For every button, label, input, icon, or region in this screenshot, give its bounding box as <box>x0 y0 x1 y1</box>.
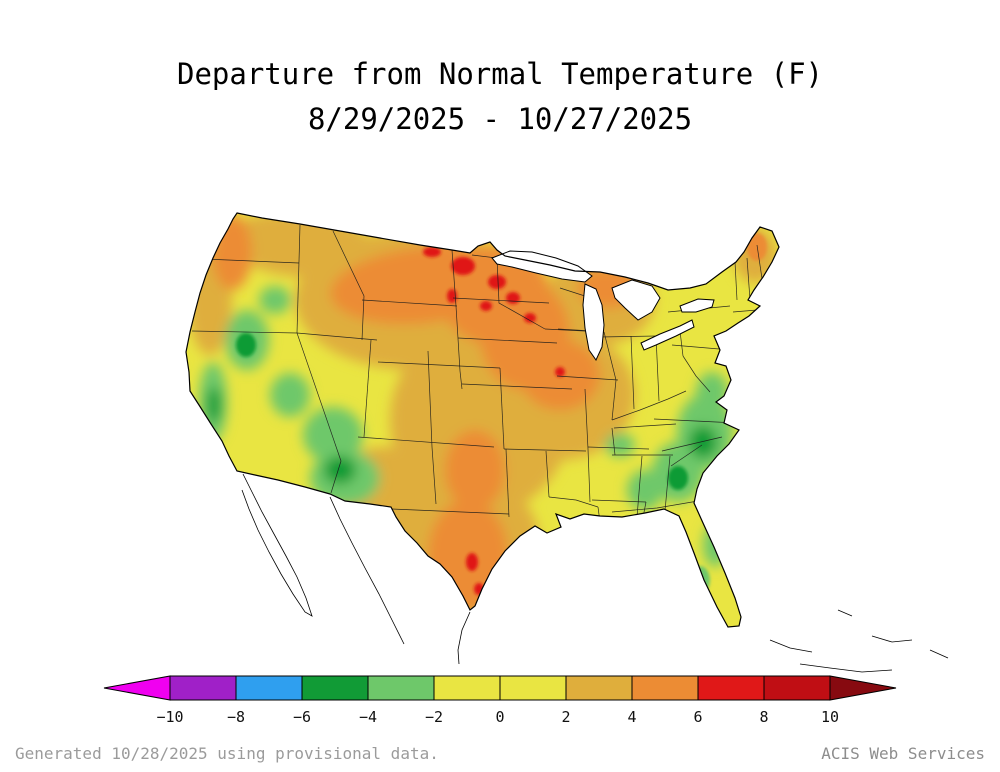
anomaly-region <box>212 214 252 290</box>
legend-tick-label: 2 <box>561 708 570 726</box>
anomaly-region <box>270 373 310 417</box>
anomaly-region <box>627 470 663 510</box>
legend-segment <box>236 676 302 700</box>
legend-tick-label: 0 <box>495 708 504 726</box>
anomaly-region <box>480 301 492 311</box>
page: Departure from Normal Temperature (F) 8/… <box>0 0 1000 772</box>
legend-tick-label: −2 <box>425 708 443 726</box>
mexico-east-coast <box>458 612 470 664</box>
legend-tick-label: 10 <box>821 708 839 726</box>
mexico-west-coast <box>330 497 404 644</box>
anomaly-region <box>555 367 565 377</box>
legend-segment <box>698 676 764 700</box>
footer-generated-note: Generated 10/28/2025 using provisional d… <box>15 744 439 763</box>
anomaly-region <box>506 292 520 304</box>
footer-service-credit: ACIS Web Services <box>821 744 985 763</box>
anomaly-region <box>488 275 506 289</box>
legend-segment <box>170 676 236 700</box>
anomaly-region <box>428 500 508 610</box>
legend-segment <box>368 676 434 700</box>
legend-segment <box>830 676 896 700</box>
anomaly-region <box>445 430 505 510</box>
legend-segment <box>434 676 500 700</box>
legend-tick-label: −10 <box>156 708 183 726</box>
anomaly-region <box>689 426 717 458</box>
anomaly-region <box>259 286 291 314</box>
anomaly-region <box>423 247 441 257</box>
legend-tick-label: 8 <box>759 708 768 726</box>
anomaly-region <box>668 466 688 490</box>
legend-tick-label: 6 <box>693 708 702 726</box>
us-anomaly-map <box>0 0 1000 772</box>
anomaly-region <box>466 553 478 571</box>
bahamas-islands <box>770 610 948 658</box>
anomaly-region <box>207 387 221 423</box>
anomaly-region <box>605 433 635 457</box>
legend-tick-label: −4 <box>359 708 377 726</box>
anomaly-region <box>236 333 256 357</box>
legend-tick-label: 4 <box>627 708 636 726</box>
legend-segment <box>632 676 698 700</box>
legend-segment <box>764 676 830 700</box>
baja-california-coast <box>242 474 312 616</box>
legend-tick-label: −8 <box>227 708 245 726</box>
anomaly-region <box>324 456 356 484</box>
legend-segment <box>302 676 368 700</box>
legend-tick-label: −6 <box>293 708 311 726</box>
legend-segment <box>500 676 566 700</box>
legend-segment <box>104 676 170 700</box>
legend-color-bar <box>104 676 896 700</box>
anomaly-region <box>696 372 728 412</box>
legend-segment <box>566 676 632 700</box>
anomaly-region <box>451 257 475 275</box>
legend-scale: −10 −8 −6 −4 −2 0 2 4 6 8 10 <box>0 660 1000 745</box>
legend-tick-labels: −10 −8 −6 −4 −2 0 2 4 6 8 10 <box>156 708 839 726</box>
